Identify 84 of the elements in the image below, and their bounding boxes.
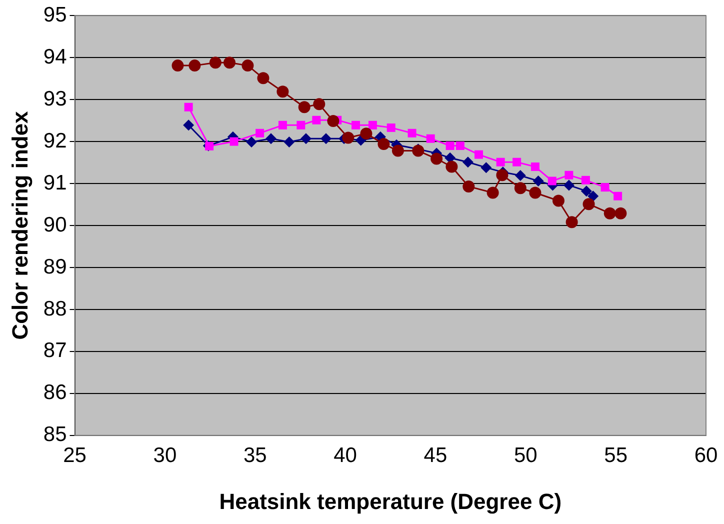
y-tick-label: 90 [43, 213, 67, 236]
point [444, 152, 456, 164]
x-tick-label: 25 [63, 444, 86, 467]
point [284, 136, 295, 148]
point [588, 190, 599, 202]
x-axis-title: Heatsink temperature (Degree C) [219, 488, 562, 514]
point [563, 180, 574, 191]
point [581, 176, 590, 184]
point [548, 176, 556, 186]
point [278, 120, 287, 130]
point [530, 162, 540, 171]
point [514, 170, 526, 182]
point [614, 192, 622, 200]
point [312, 116, 321, 124]
point [552, 194, 564, 207]
point [209, 56, 222, 69]
point [392, 144, 404, 157]
x-tick-label: 35 [243, 444, 267, 467]
point [514, 182, 526, 194]
y-axis-title: Color rendering index [7, 110, 32, 340]
point [352, 120, 360, 130]
point [242, 60, 254, 72]
point [296, 120, 306, 130]
point [462, 180, 475, 192]
point [327, 114, 340, 127]
point [582, 198, 595, 210]
point [172, 60, 184, 72]
point [408, 128, 416, 138]
point [426, 134, 435, 143]
x-tick-label: 45 [424, 444, 448, 467]
point [300, 133, 312, 144]
x-tick-label: 55 [604, 444, 628, 467]
point [368, 120, 377, 130]
point [446, 160, 458, 173]
point [205, 142, 214, 150]
point [378, 138, 390, 150]
point [265, 133, 276, 144]
point [224, 56, 236, 69]
point [276, 86, 289, 98]
point [188, 60, 201, 72]
point [462, 156, 474, 168]
point [532, 176, 544, 186]
y-tick-label: 95 [43, 3, 67, 26]
point [604, 207, 616, 220]
x-tick-label: 40 [334, 444, 357, 467]
point [446, 141, 454, 150]
point [256, 128, 264, 138]
point [512, 158, 522, 166]
y-tick-label: 89 [43, 255, 67, 278]
y-tick-label: 87 [43, 339, 67, 362]
point [246, 136, 258, 148]
point [320, 133, 332, 144]
y-tick-label: 85 [43, 423, 67, 446]
y-tick-label: 91 [43, 171, 67, 194]
point [230, 137, 238, 146]
point [342, 132, 354, 144]
point [257, 72, 270, 84]
y-tick-label: 94 [43, 45, 68, 68]
y-tick-label: 88 [43, 297, 67, 320]
x-tick-label: 50 [514, 444, 538, 467]
point [360, 128, 372, 140]
point [298, 101, 310, 114]
point [529, 186, 542, 199]
x-tick-label: 30 [153, 444, 177, 467]
point [496, 158, 505, 166]
point [600, 183, 610, 192]
point [580, 186, 592, 197]
point [566, 216, 578, 228]
point [496, 169, 508, 182]
point [474, 150, 483, 159]
y-tick-label: 93 [43, 87, 67, 110]
y-tick-label: 86 [43, 381, 67, 404]
y-tick-label: 92 [43, 129, 67, 152]
point [183, 120, 194, 131]
point [486, 186, 499, 199]
point [564, 170, 574, 180]
point [614, 207, 627, 220]
x-tick-label: 60 [694, 444, 718, 467]
point [386, 123, 396, 132]
point [430, 152, 443, 165]
point [313, 98, 326, 110]
point [456, 141, 464, 150]
point [184, 102, 193, 112]
point [480, 162, 492, 174]
